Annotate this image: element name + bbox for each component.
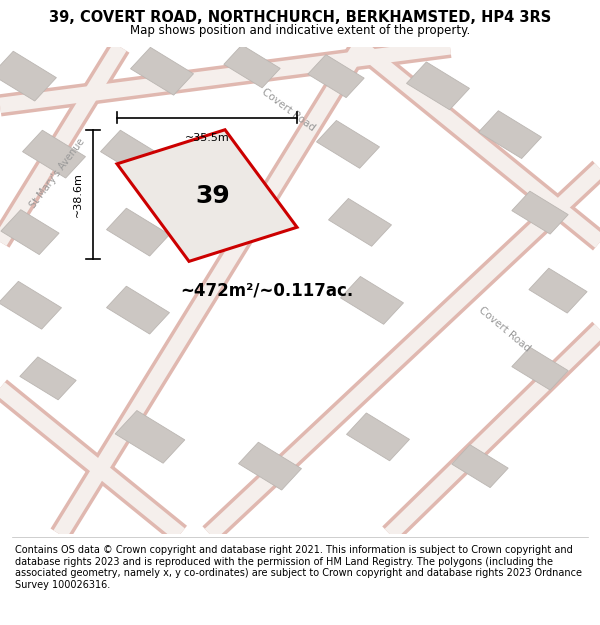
Polygon shape <box>0 51 56 101</box>
Polygon shape <box>131 48 193 95</box>
Polygon shape <box>115 411 185 463</box>
Text: Covert Road: Covert Road <box>259 87 317 134</box>
Text: ~35.5m: ~35.5m <box>185 133 229 143</box>
Text: ~472m²/~0.117ac.: ~472m²/~0.117ac. <box>180 282 353 299</box>
Polygon shape <box>308 54 364 98</box>
Polygon shape <box>224 45 280 88</box>
Polygon shape <box>512 191 568 234</box>
Polygon shape <box>117 130 297 261</box>
Polygon shape <box>239 442 301 490</box>
Polygon shape <box>317 121 379 168</box>
Text: St Mary's Avenue: St Mary's Avenue <box>28 137 86 211</box>
Text: 39: 39 <box>196 184 230 208</box>
Polygon shape <box>101 130 163 178</box>
Polygon shape <box>329 199 391 246</box>
Polygon shape <box>407 62 469 110</box>
Text: Covert Road: Covert Road <box>476 305 532 354</box>
Polygon shape <box>452 444 508 488</box>
Polygon shape <box>20 357 76 400</box>
Polygon shape <box>107 208 169 256</box>
Text: Map shows position and indicative extent of the property.: Map shows position and indicative extent… <box>130 24 470 36</box>
Polygon shape <box>341 276 403 324</box>
Polygon shape <box>529 268 587 313</box>
Polygon shape <box>347 413 409 461</box>
Polygon shape <box>512 347 568 390</box>
Polygon shape <box>23 130 85 178</box>
Polygon shape <box>107 286 169 334</box>
Polygon shape <box>1 209 59 254</box>
Text: Contains OS data © Crown copyright and database right 2021. This information is : Contains OS data © Crown copyright and d… <box>15 545 582 590</box>
Text: ~38.6m: ~38.6m <box>73 172 83 217</box>
Text: 39, COVERT ROAD, NORTHCHURCH, BERKHAMSTED, HP4 3RS: 39, COVERT ROAD, NORTHCHURCH, BERKHAMSTE… <box>49 10 551 25</box>
Polygon shape <box>0 281 61 329</box>
Polygon shape <box>479 111 541 159</box>
